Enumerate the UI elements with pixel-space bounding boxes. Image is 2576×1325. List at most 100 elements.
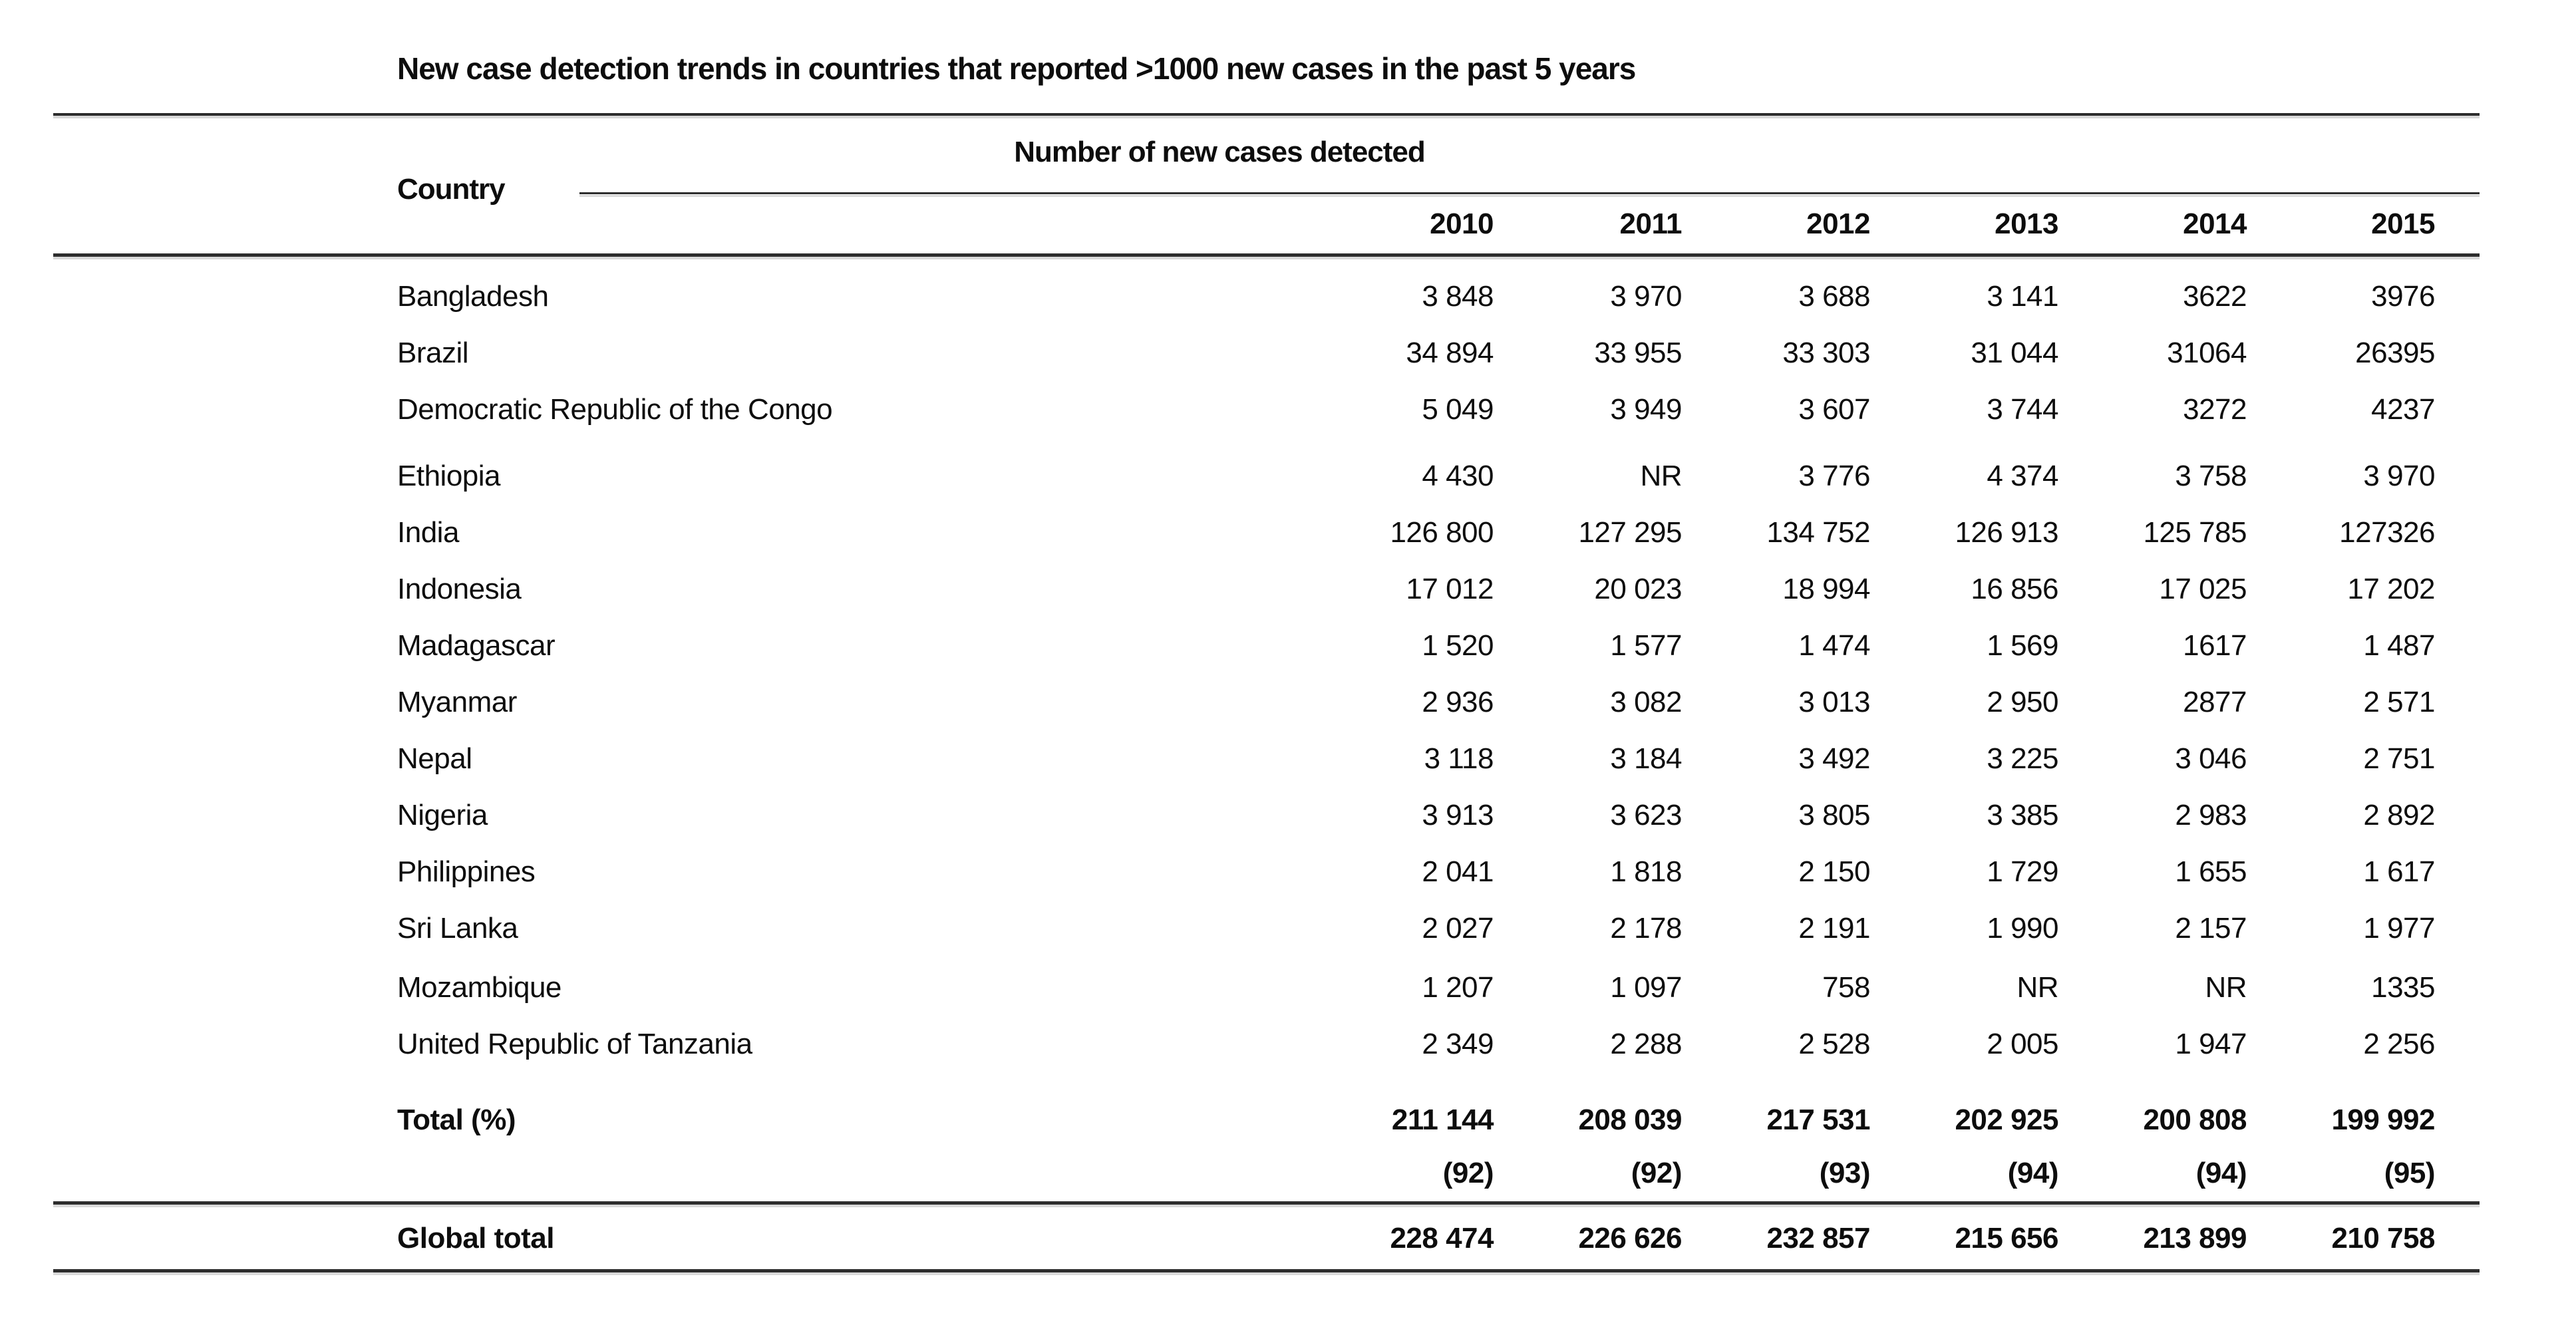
value-cell: 31064	[2167, 337, 2247, 370]
value-cell: 3 913	[1422, 799, 1494, 832]
value-cell: 1 577	[1610, 629, 1682, 662]
percent-value-cell: (94)	[2007, 1156, 2059, 1189]
total-value-cell: 211 144	[1391, 1104, 1494, 1137]
value-cell: 126 913	[1955, 516, 2058, 549]
value-cell: 3 607	[1798, 393, 1870, 426]
table-row: Brazil 34 894 33 955 33 303 31 044 31064 26395	[53, 325, 2436, 382]
value-cell: 2 005	[1987, 1028, 2058, 1061]
value-cell: NR	[2205, 971, 2247, 1004]
country-cell: Philippines	[397, 855, 536, 889]
value-cell: 2 041	[1422, 855, 1494, 889]
value-cell: 1 474	[1798, 629, 1870, 662]
value-cell: 2 157	[2175, 912, 2247, 945]
percent-value-cell: (92)	[1442, 1156, 1494, 1189]
value-cell: 3 623	[1610, 799, 1682, 832]
value-cell: 2 950	[1987, 686, 2058, 719]
value-cell: 127326	[2339, 516, 2435, 549]
value-cell: 3976	[2371, 280, 2435, 313]
country-cell: Sri Lanka	[397, 912, 518, 945]
above-global-rule	[53, 1201, 2480, 1205]
value-cell: 3 385	[1987, 799, 2058, 832]
value-cell: 3 082	[1610, 686, 1682, 719]
bottom-rule	[53, 1269, 2480, 1272]
value-cell: 3 492	[1798, 742, 1870, 776]
year-header: 2011	[1619, 207, 1683, 240]
total-value-cell: 208 039	[1578, 1104, 1682, 1137]
global-value-cell: 226 626	[1578, 1222, 1682, 1255]
value-cell: 1 818	[1610, 855, 1682, 889]
value-cell: 31 044	[1971, 337, 2058, 370]
country-cell: Nepal	[397, 742, 472, 776]
value-cell: 2 983	[2175, 799, 2247, 832]
value-cell: 3 744	[1987, 393, 2058, 426]
value-cell: 3 046	[2175, 742, 2247, 776]
value-cell: 2 288	[1610, 1028, 1682, 1061]
total-row: Total (%) 211 144 208 039 217 531 202 925 200…	[53, 1092, 2436, 1149]
total-label: Total (%)	[397, 1104, 516, 1137]
value-cell: 1 207	[1422, 971, 1494, 1004]
value-cell: 3 949	[1610, 393, 1682, 426]
value-cell: 3 848	[1422, 280, 1494, 313]
value-cell: 2 751	[2363, 742, 2435, 776]
value-cell: 2 892	[2363, 799, 2435, 832]
value-cell: 758	[1822, 971, 1870, 1004]
table-row: Nigeria 3 913 3 623 3 805 3 385 2 983 2 892	[53, 788, 2436, 844]
table-row: Myanmar 2 936 3 082 3 013 2 950 2877 2 571	[53, 674, 2436, 731]
value-cell: 18 994	[1782, 573, 1870, 606]
value-cell: 17 012	[1406, 573, 1494, 606]
table-row: Bangladesh 3 848 3 970 3 688 3 141 3622 3976	[53, 269, 2436, 325]
table-row: Nepal 3 118 3 184 3 492 3 225 3 046 2 751	[53, 731, 2436, 788]
value-cell: 2 191	[1798, 912, 1870, 945]
country-cell: Democratic Republic of the Congo	[397, 393, 833, 426]
year-header: 2014	[2183, 207, 2247, 240]
value-cell: 3622	[2183, 280, 2247, 313]
value-cell: 125 785	[2143, 516, 2247, 549]
value-cell: 3 141	[1987, 280, 2058, 313]
value-cell: 20 023	[1594, 573, 1682, 606]
table-row: Ethiopia 4 430 NR 3 776 4 374 3 758 3 970	[53, 448, 2436, 505]
value-cell: 1 729	[1987, 855, 2058, 889]
value-cell: 2 528	[1798, 1028, 1870, 1061]
value-cell: NR	[2016, 971, 2058, 1004]
total-value-cell: 217 531	[1766, 1104, 1870, 1137]
value-cell: 16 856	[1971, 573, 2058, 606]
value-cell: 34 894	[1406, 337, 1494, 370]
value-cell: 17 025	[2159, 573, 2247, 606]
value-cell: 4 430	[1422, 460, 1494, 493]
country-column-header: Country	[397, 173, 506, 206]
value-cell: 2 178	[1610, 912, 1682, 945]
value-cell: 3 118	[1424, 742, 1494, 776]
country-cell: Bangladesh	[397, 280, 549, 313]
table-row: Philippines 2 041 1 818 2 150 1 729 1 655 1 61…	[53, 844, 2436, 901]
country-cell: Indonesia	[397, 573, 522, 606]
table-row: United Republic of Tanzania 2 349 2 288 2 5…	[53, 1016, 2436, 1073]
table-row: Mozambique 1 207 1 097 758 NR NR 1335	[53, 960, 2436, 1016]
global-value-cell: 215 656	[1955, 1222, 2058, 1255]
percent-value-cell: (93)	[1819, 1156, 1871, 1189]
value-cell: 134 752	[1766, 516, 1870, 549]
table-row: Indonesia 17 012 20 023 18 994 16 856 17 025 1…	[53, 561, 2436, 618]
country-cell: Madagascar	[397, 629, 556, 662]
value-cell: 5 049	[1422, 393, 1494, 426]
value-cell: 3 805	[1798, 799, 1870, 832]
global-total-row: Global total 228 474 226 626 232 857 215 656…	[53, 1211, 2436, 1267]
country-cell: India	[397, 516, 459, 549]
table-title: New case detection trends in countries t…	[397, 51, 1636, 86]
value-cell: 1 977	[2363, 912, 2435, 945]
value-cell: 3 688	[1798, 280, 1870, 313]
value-cell: 1 520	[1422, 629, 1494, 662]
table-body: Bangladesh 3 848 3 970 3 688 3 141 3622 3976 Br…	[53, 269, 2436, 1073]
year-header: 2013	[1995, 207, 2058, 240]
total-value-cell: 200 808	[2143, 1104, 2247, 1137]
global-value-cell: 210 758	[2331, 1222, 2435, 1255]
value-cell: 1617	[2183, 629, 2247, 662]
value-cell: 126 800	[1390, 516, 1494, 549]
country-cell: Brazil	[397, 337, 469, 370]
value-cell: 2 349	[1422, 1028, 1494, 1061]
percent-value-cell: (94)	[2195, 1156, 2247, 1189]
total-value-cell: 202 925	[1955, 1104, 2058, 1137]
country-cell: Myanmar	[397, 686, 517, 719]
value-cell: 2 256	[2363, 1028, 2435, 1061]
group-header-underline	[579, 192, 2480, 194]
